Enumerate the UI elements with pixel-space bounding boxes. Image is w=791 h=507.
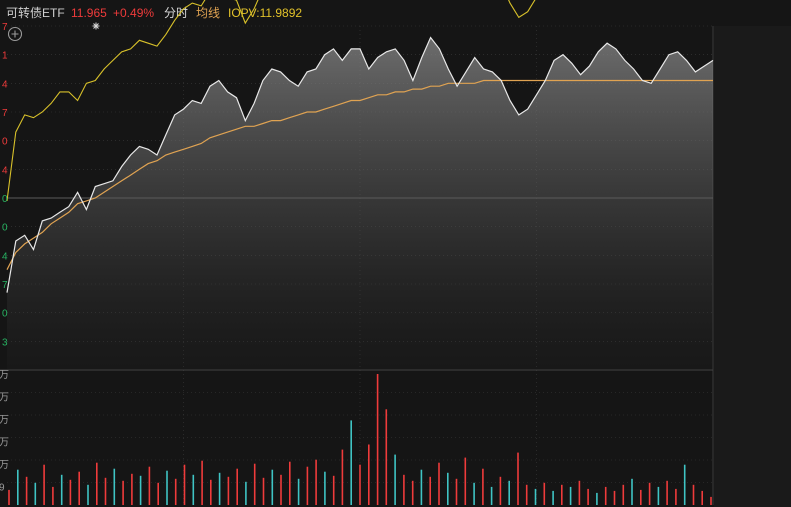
mode-tab-intraday[interactable]: 分时 <box>164 6 189 20</box>
price-axis-label: 1 <box>2 51 8 62</box>
last-price: 11.965 <box>71 6 107 20</box>
change-percent: +0.49% <box>113 6 155 20</box>
star-marker-icon <box>92 22 100 30</box>
volume-axis-label: 万 <box>0 370 9 381</box>
volume-axis-label: 万 <box>0 393 9 404</box>
price-axis-label: 0 <box>2 309 8 320</box>
price-axis-label: 3 <box>2 337 8 348</box>
volume-axis-label: 万 <box>0 415 9 426</box>
add-indicator-button[interactable] <box>7 26 23 42</box>
iopv-series-line <box>6 0 536 201</box>
avg-series-line <box>6 79 713 270</box>
volume-axis-label: 9 <box>0 483 5 494</box>
price-series-line <box>6 36 714 293</box>
volume-axis-label: 万 <box>0 438 9 449</box>
price-axis-label: 0 <box>2 223 8 234</box>
iopv-legend: IOPV:11.9892 <box>228 6 303 20</box>
price-axis-label: 4 <box>2 251 8 262</box>
price-axis-label: 0 <box>2 137 8 148</box>
price-axis-label: 7 <box>2 22 8 33</box>
price-axis-label: 7 <box>2 108 8 119</box>
price-axis-label: 4 <box>2 79 8 90</box>
volume-bars <box>8 374 712 505</box>
price-area-fill <box>7 37 713 370</box>
security-name: 可转债ETF <box>6 6 65 20</box>
quote-header: 可转债ETF 11.965 +0.49% 分时 均线 IOPV:11.9892 <box>0 0 791 26</box>
volume-axis-label: 万 <box>0 460 9 471</box>
price-axis-label: 0 <box>2 194 8 205</box>
right-panel-bg <box>714 26 791 507</box>
avg-line-legend[interactable]: 均线 <box>196 6 221 20</box>
price-axis-label: 7 <box>2 280 8 291</box>
plus-circle-icon[interactable] <box>7 26 23 42</box>
price-axis-label: 4 <box>2 165 8 176</box>
